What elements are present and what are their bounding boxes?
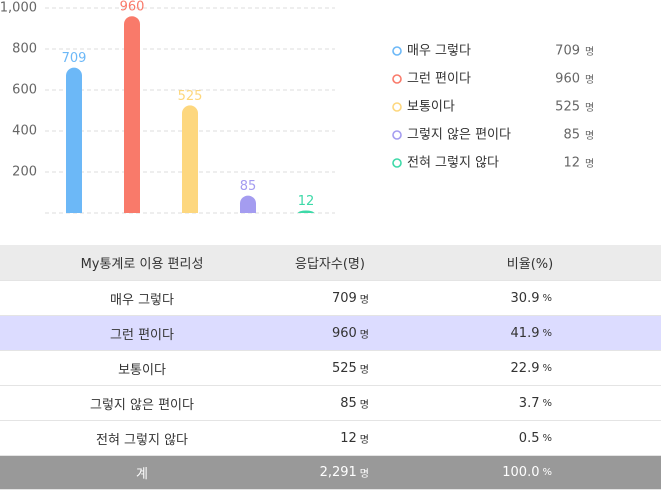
percent-cell: 22.9% [440,351,552,385]
value-label: 85 [240,179,257,194]
value-label: 525 [178,89,203,104]
legend-unit: 명 [585,74,594,86]
row-label: 그렇지 않은 편이다 [90,397,194,413]
count-cell: 85 명 [240,386,369,420]
percent: 0.5 [518,430,540,446]
count-unit: 명 [359,469,369,480]
percent: 22.9 [510,360,540,376]
legend-marker [392,46,402,56]
row-label: 전혀 그렇지 않다 [96,432,188,448]
bar [240,195,256,213]
percent-cell: 3.7% [440,386,552,420]
value-label: 12 [298,194,315,209]
legend-label: 그런 편이다 [407,72,471,87]
percent-cell: 100.0% [440,456,552,489]
y-tick-label: 1,000 [0,1,37,16]
count-unit: 명 [359,434,369,446]
legend-value: 85 [563,128,580,143]
y-tick-label: 200 [12,165,37,180]
table-row: 그렇지 않은 편이다 85 명 3.7% [0,386,661,421]
table-row: 매우 그렇다 709 명 30.9% [0,281,661,316]
y-tick-label: 800 [12,42,37,57]
table-row: 보통이다 525 명 22.9% [0,351,661,386]
legend-value: 709 [555,44,580,59]
percent: 30.9 [510,290,540,306]
count: 960 [331,325,357,341]
bar [182,105,198,213]
count-unit: 명 [359,364,369,376]
legend-value: 12 [563,156,580,171]
bar [66,67,82,213]
percent: 100.0 [502,465,540,480]
count-unit: 명 [359,294,369,306]
legend-marker [392,158,402,168]
legend-marker [392,74,402,84]
count: 2,291 [319,465,357,480]
header-cell: 비율(%) [506,257,554,272]
count: 709 [331,290,357,306]
count-unit: 명 [359,399,369,411]
percent-cell: 0.5% [440,421,552,455]
count-cell: 709 명 [240,281,369,315]
legend-label: 매우 그렇다 [407,44,471,59]
percent-unit: % [542,397,552,409]
percent-cell: 30.9% [440,281,552,315]
table-row: 전혀 그렇지 않다 12 명 0.5% [0,421,661,456]
legend-label: 전혀 그렇지 않다 [407,156,499,171]
percent-unit: % [542,327,552,339]
count: 85 [340,395,357,411]
chart: 200 400 600 800 1,000 709 매우 그렇다 709 명 960 그런 편이다 9… [0,0,594,214]
table-row: 그런 편이다 960 명 41.9% [0,316,661,351]
percent-unit: % [542,432,552,444]
y-tick-label: 400 [12,124,37,139]
count-cell: 525 명 [240,351,369,385]
value-label: 709 [62,51,87,66]
header-cell: My통계로 이용 편리성 [80,257,204,272]
legend-value: 960 [555,72,580,87]
legend-unit: 명 [585,46,594,58]
percent: 3.7 [518,395,540,411]
count: 525 [331,360,357,376]
table-total: 계 2,291 명 100.0% [0,456,661,490]
legend-value: 525 [555,100,580,115]
legend-unit: 명 [585,102,594,114]
count-cell: 960 명 [240,316,369,350]
row-label: 그런 편이다 [110,327,174,343]
row-label: 보통이다 [118,362,166,378]
percent-unit: % [542,362,552,374]
percent-cell: 41.9% [440,316,552,350]
legend-marker [392,130,402,140]
percent: 41.9 [510,325,540,341]
row-label: 계 [136,467,148,482]
row-label: 매우 그렇다 [110,292,174,308]
legend-unit: 명 [585,158,594,170]
table-header: My통계로 이용 편리성 응답자수(명) 비율(%) [0,245,661,281]
count-cell: 2,291 명 [240,456,369,489]
value-label: 960 [120,0,145,15]
legend-unit: 명 [585,130,594,142]
percent-unit: % [542,292,552,304]
legend-label: 보통이다 [407,100,455,115]
y-tick-label: 600 [12,83,37,98]
count-unit: 명 [359,329,369,341]
legend-label: 그렇지 않은 편이다 [407,128,511,143]
bar [298,210,314,213]
legend-marker [392,102,402,112]
count-cell: 12 명 [240,421,369,455]
percent-unit: % [542,467,552,478]
header-cell: 응답자수(명) [295,257,365,272]
count: 12 [340,430,357,446]
bar [124,16,140,214]
